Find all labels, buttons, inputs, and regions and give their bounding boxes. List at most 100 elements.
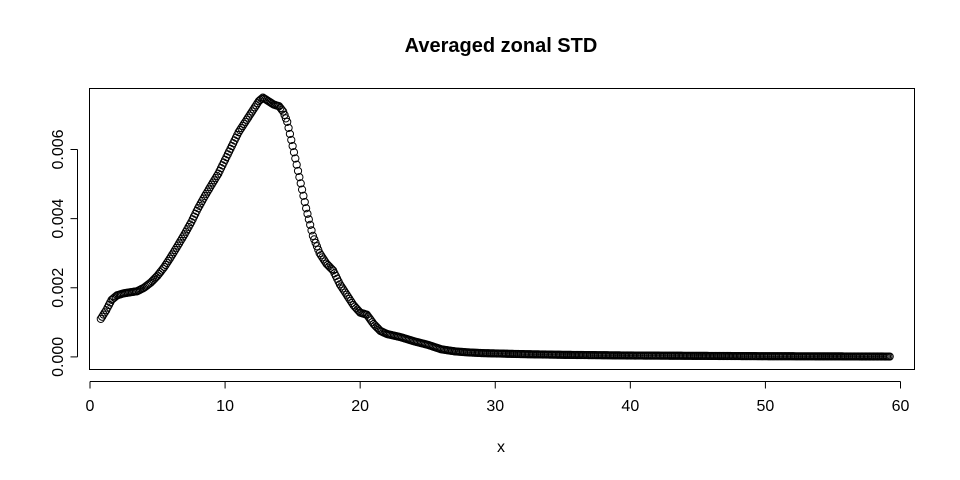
x-axis-label: x [497, 439, 505, 456]
data-point [287, 135, 296, 145]
data-point [312, 242, 322, 251]
data-point [279, 107, 288, 116]
data-point [285, 129, 295, 139]
data-point [335, 280, 344, 289]
x-axis: 0 10 20 30 40 50 60 [86, 381, 910, 415]
data-point [250, 103, 259, 112]
chart-title: Averaged zonal STD [405, 35, 598, 57]
x-tick-label: 0 [86, 398, 95, 415]
data-point [277, 105, 286, 114]
data-point [166, 252, 176, 261]
y-tick-label: 0.004 [50, 199, 67, 239]
data-point [206, 182, 215, 192]
data-point [238, 121, 247, 131]
data-point [291, 154, 300, 163]
data-point [242, 115, 251, 124]
data-point [99, 310, 108, 319]
data-point [303, 209, 312, 218]
plot-frame [89, 88, 915, 370]
data-point [177, 234, 186, 243]
data-point [171, 245, 180, 255]
data-point [202, 189, 211, 198]
x-tick-label: 10 [216, 398, 234, 415]
data-point [234, 128, 243, 137]
data-point [310, 235, 319, 244]
data-point [316, 251, 326, 260]
data-point [172, 243, 181, 252]
x-tick-label: 60 [892, 398, 910, 415]
data-point [297, 185, 307, 194]
data-point [315, 249, 324, 258]
data-point [326, 263, 335, 272]
data-point [338, 284, 347, 293]
data-point [173, 241, 182, 250]
data-point [345, 294, 354, 303]
data-point [319, 255, 328, 264]
data-point [211, 174, 220, 183]
data-point [341, 288, 350, 297]
data-point [204, 185, 213, 194]
data-point [307, 226, 316, 235]
data-point [296, 179, 305, 188]
data-points [96, 93, 894, 361]
data-point [292, 160, 301, 169]
y-tick-label: 0.000 [50, 337, 67, 377]
y-tick-label: 0.002 [50, 268, 67, 308]
data-point [169, 248, 178, 257]
data-point [346, 296, 355, 305]
data-point [342, 290, 351, 299]
data-point [203, 187, 212, 196]
data-point [280, 110, 289, 120]
data-point [241, 117, 250, 126]
data-point [299, 191, 308, 200]
y-axis: 0.000 0.002 0.004 0.006 [50, 129, 78, 377]
data-point [96, 314, 105, 323]
data-point [252, 101, 261, 110]
data-point [337, 282, 346, 291]
data-point [311, 238, 320, 247]
data-point [885, 352, 894, 361]
data-point [249, 105, 258, 114]
data-point [150, 274, 159, 283]
data-point [246, 109, 255, 118]
data-point [304, 215, 313, 224]
data-point [302, 204, 311, 213]
data-point [237, 123, 246, 133]
data-point [288, 141, 297, 151]
data-point [100, 308, 109, 317]
data-point [239, 119, 249, 129]
data-point [200, 192, 209, 201]
data-point [235, 126, 245, 135]
x-tick-label: 30 [486, 398, 504, 415]
data-point [207, 180, 216, 189]
data-point [210, 176, 219, 185]
data-point [179, 232, 188, 241]
data-point [168, 250, 177, 259]
data-point [175, 239, 184, 248]
data-point [245, 111, 254, 120]
data-point [339, 286, 349, 295]
data-point [161, 260, 170, 270]
x-tick-label: 40 [621, 398, 639, 415]
data-point [243, 113, 253, 122]
data-point [300, 197, 309, 207]
y-tick-label: 0.006 [50, 129, 67, 169]
data-point [165, 254, 174, 263]
data-point [248, 107, 257, 116]
data-point [283, 117, 292, 126]
x-tick-label: 50 [757, 398, 775, 415]
data-point [176, 236, 185, 246]
data-point [308, 231, 317, 241]
data-point [208, 178, 218, 187]
data-point [160, 262, 169, 272]
data-point [327, 265, 336, 274]
data-point [281, 114, 290, 123]
x-tick-label: 20 [351, 398, 369, 415]
data-point [295, 173, 304, 182]
data-point [284, 123, 293, 132]
data-point [289, 148, 299, 157]
data-point [164, 256, 173, 265]
data-point [162, 258, 172, 267]
data-point [343, 292, 353, 301]
